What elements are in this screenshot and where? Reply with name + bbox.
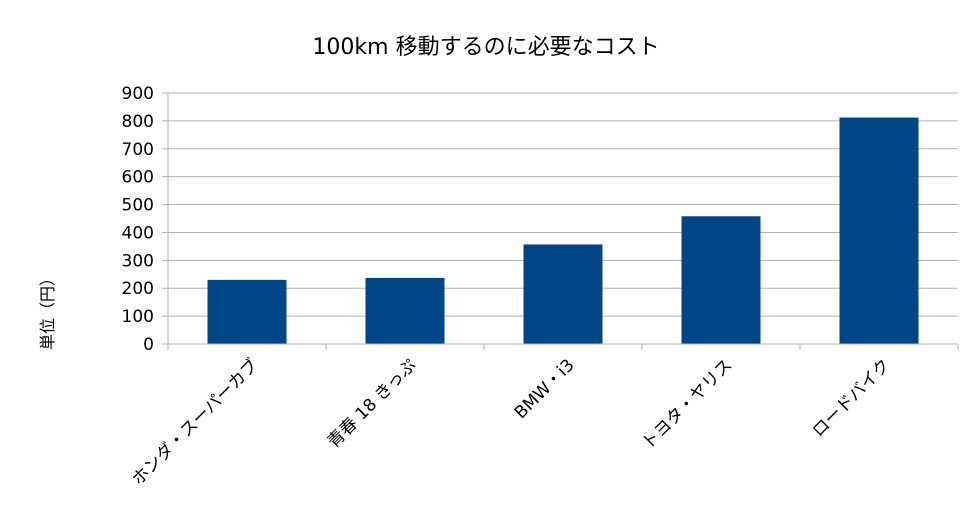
y-tick-label: 400 bbox=[122, 223, 154, 243]
x-category-label: 青春 18 きっぷ bbox=[324, 355, 421, 452]
gridlines bbox=[168, 92, 958, 345]
y-tick-label: 200 bbox=[122, 279, 154, 299]
y-tick-label: 900 bbox=[122, 84, 154, 104]
x-category-label: ロードバイク bbox=[809, 355, 895, 441]
bar bbox=[681, 216, 761, 344]
x-category-label: トヨタ・ヤリス bbox=[638, 355, 736, 453]
bar bbox=[207, 279, 287, 344]
axes bbox=[162, 92, 959, 350]
y-tick-label: 700 bbox=[122, 140, 154, 160]
y-tick-label: 600 bbox=[122, 168, 154, 188]
bars bbox=[207, 117, 919, 344]
y-tick-label: 300 bbox=[122, 251, 154, 271]
x-category-label: ホンダ・スーパーカブ bbox=[128, 355, 263, 490]
y-axis-title: 単位（円） bbox=[38, 270, 57, 350]
y-tick-label: 100 bbox=[122, 307, 154, 327]
x-category-label: BMW・i3 bbox=[511, 355, 579, 423]
y-tick-label: 0 bbox=[143, 335, 154, 355]
bar bbox=[839, 117, 919, 344]
y-tick-label: 500 bbox=[122, 196, 154, 216]
y-tick-label: 800 bbox=[122, 112, 154, 132]
bar bbox=[523, 244, 603, 344]
chart-title: 100km 移動するのに必要なコスト bbox=[312, 35, 659, 60]
bar bbox=[365, 277, 445, 344]
